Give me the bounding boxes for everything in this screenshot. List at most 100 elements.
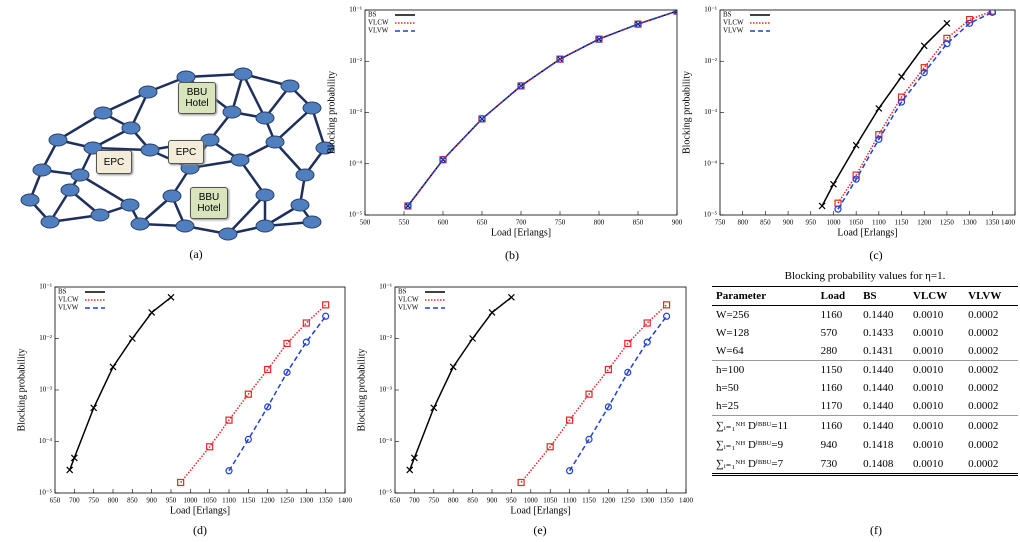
plot-frame [364, 9, 678, 216]
x-tick-label: 950 [506, 497, 517, 505]
table-cell: 1160 [816, 415, 860, 435]
marker [488, 309, 496, 316]
table-cell: 0.0002 [968, 382, 999, 394]
x-axis-label: Load [Erlangs] [510, 505, 570, 516]
x-tick-label: 950 [806, 219, 817, 227]
x-axis-label: Load [Erlangs] [837, 227, 897, 238]
x-tick-label: 600 [438, 219, 449, 227]
table-cell: 1170 [820, 400, 843, 412]
x-tick-label: 1150 [895, 219, 909, 227]
network-node [295, 168, 315, 182]
table-cell: 0.0002 [968, 345, 999, 357]
marker [517, 82, 525, 90]
table-row: ∑ᵢ₌₁ᴺᴴ Dⁱᴮᴮᵁ=7 730 0.1408 0.0010 0.0002 [712, 454, 1018, 473]
table-cell: 0.0002 [968, 438, 999, 451]
series [834, 10, 996, 213]
series-line [409, 296, 512, 471]
series-line [68, 296, 172, 471]
marker [643, 319, 651, 327]
x-tick-label: 1050 [849, 219, 864, 227]
network-node [121, 121, 141, 135]
marker [595, 35, 603, 43]
legend-label: VLVW [398, 304, 419, 312]
network-node [93, 106, 113, 120]
y-axis-label: Blocking probability [681, 71, 692, 154]
network-link [79, 173, 131, 207]
x-tick-label: 1400 [1001, 219, 1016, 227]
marker [943, 40, 951, 48]
table-cell: W=128 [716, 327, 750, 339]
series [517, 301, 671, 487]
x-tick-label: 750 [88, 497, 99, 505]
x-tick-label: 850 [633, 219, 644, 227]
network-node [32, 163, 52, 177]
network-node [255, 188, 275, 202]
table-cell: 570 [820, 327, 838, 339]
table-grid: Parameter Load BS VLCW VLVW W=256 1160 0.1440 0.… [712, 286, 1018, 473]
series [66, 293, 175, 474]
x-tick-label: 1150 [582, 497, 596, 505]
legend-label: BS [58, 288, 67, 296]
series [834, 10, 996, 207]
marker [322, 312, 330, 320]
marker [585, 390, 593, 398]
table-cell: W=256 [716, 309, 750, 321]
y-tick-label: 10⁻¹ [349, 6, 362, 14]
marker [830, 180, 837, 188]
table-cell: 940 [820, 438, 838, 451]
x-tick-label: 800 [448, 497, 459, 505]
x-tick-label: 700 [409, 497, 420, 505]
marker [624, 339, 632, 348]
marker [148, 309, 156, 316]
x-tick-label: 1250 [940, 219, 955, 227]
table-cell: 1160 [820, 309, 843, 321]
table-cell: h=50 [716, 382, 739, 394]
x-tick-label: 650 [477, 219, 488, 227]
marker [225, 467, 233, 475]
table-cell: ∑ᵢ₌₁ᴺᴴ Dⁱᴮᴮᵁ=9 [716, 439, 784, 451]
marker [264, 365, 272, 374]
network-node [302, 215, 322, 229]
plot-frame [719, 9, 1016, 216]
table-cell: 0.0002 [968, 327, 999, 339]
network-link [241, 73, 267, 119]
y-axis-label: Blocking probability [356, 348, 367, 431]
caption: (a) [189, 247, 202, 261]
network-link [227, 194, 266, 235]
marker [478, 115, 486, 123]
x-tick-label: 800 [737, 219, 748, 227]
network-link [92, 146, 151, 152]
marker [206, 443, 214, 451]
x-tick-label: 750 [429, 497, 440, 505]
table-cell: 0.1408 [863, 457, 894, 470]
marker [943, 19, 951, 27]
series-line [407, 10, 677, 207]
x-tick-label: 800 [594, 219, 605, 227]
table-cell: 0.1433 [863, 327, 894, 339]
y-tick-label: 10⁻⁴ [349, 159, 363, 167]
x-tick-label: 650 [390, 497, 401, 505]
network-node [60, 183, 80, 197]
marker [410, 454, 418, 462]
x-tick-label: 500 [360, 219, 371, 227]
marker [322, 301, 330, 309]
column-header: BS [859, 286, 909, 306]
network-node [230, 153, 250, 167]
x-tick-label: 1250 [621, 497, 636, 505]
table-cell: h=25 [716, 400, 739, 412]
marker [244, 390, 252, 398]
series [404, 10, 677, 210]
x-tick-label: 1300 [299, 497, 314, 505]
network-node [70, 168, 90, 182]
network-link [310, 107, 327, 149]
marker [546, 443, 554, 451]
y-tick-label: 10⁻² [349, 57, 362, 65]
series [225, 312, 330, 475]
network-node [290, 198, 310, 212]
y-tick-label: 10⁻⁵ [349, 211, 363, 219]
table-cell: 0.0010 [913, 382, 944, 394]
marker [565, 416, 574, 424]
y-tick-label: 10⁻⁵ [379, 489, 393, 497]
marker [225, 416, 233, 424]
